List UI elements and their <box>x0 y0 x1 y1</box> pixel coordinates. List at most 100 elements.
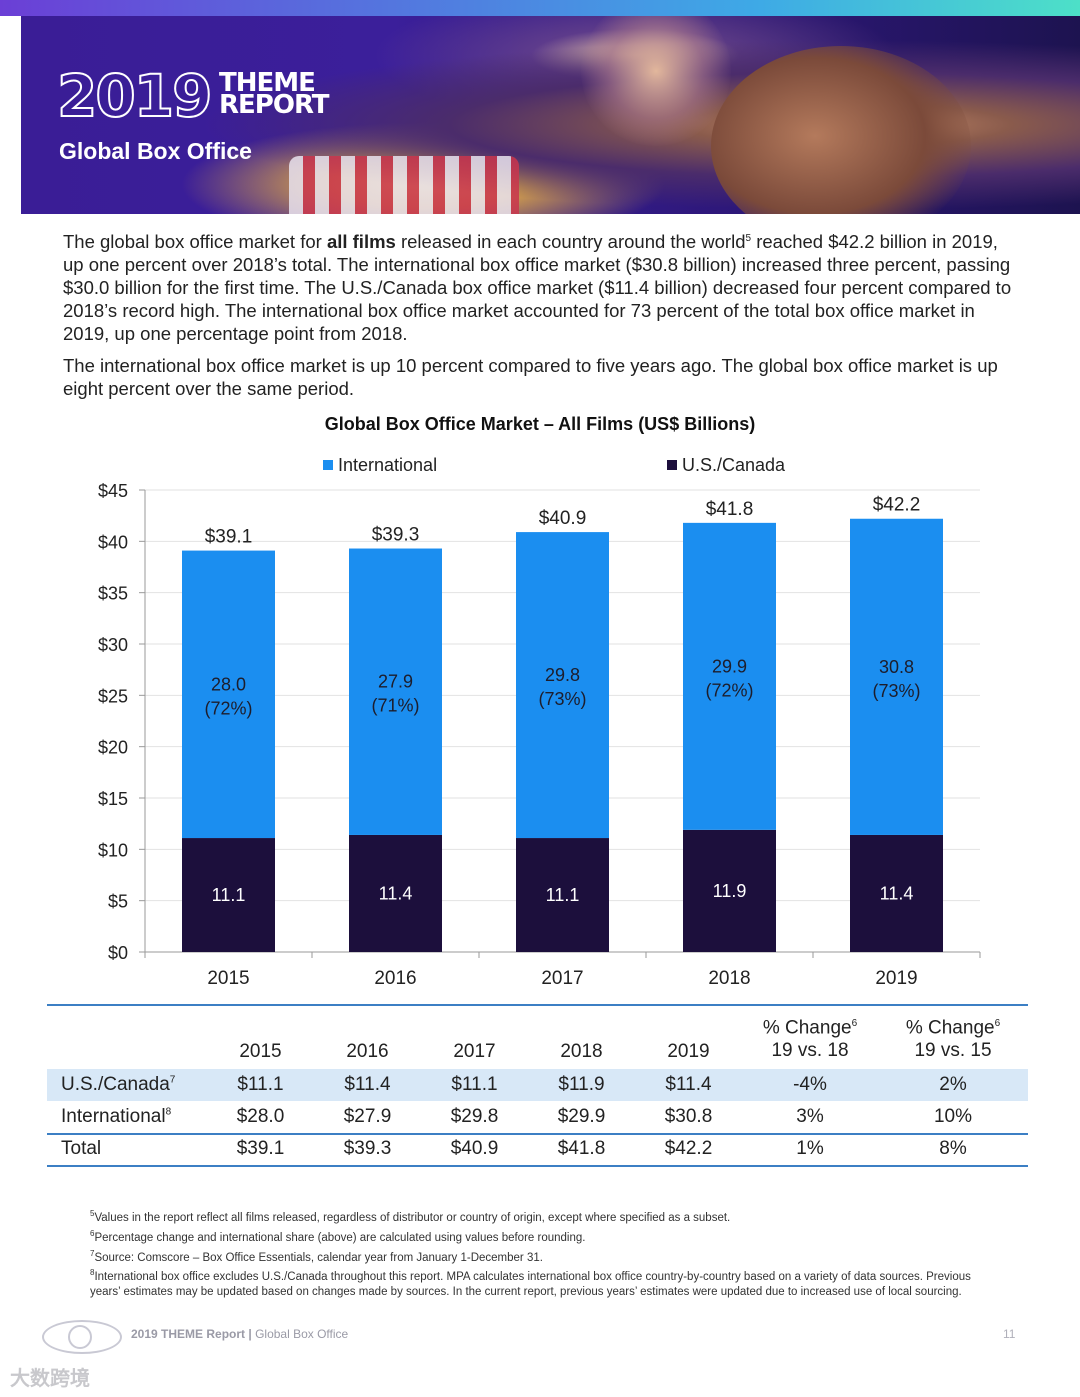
table-header-row: 2015 2016 2017 2018 2019 % Change6 19 vs… <box>47 1004 1028 1069</box>
table-rule-bottom <box>47 1165 1028 1167</box>
table-header-year: 2017 <box>453 1041 496 1062</box>
hero-photo-popcorn <box>289 156 519 214</box>
table-cell: $11.9 <box>558 1074 605 1095</box>
table-cell: $29.9 <box>557 1106 606 1127</box>
table-header-year: 2018 <box>560 1041 603 1062</box>
data-label-international-share: (73%) <box>538 689 586 709</box>
table-cell: $11.4 <box>665 1074 712 1095</box>
y-tick-label: $10 <box>98 840 128 860</box>
bar-us-canada <box>349 834 442 952</box>
legend-swatch-international <box>323 460 333 470</box>
data-label-international-share: (72%) <box>204 698 252 718</box>
intro-text-a: The global box office market for <box>63 231 327 253</box>
y-tick-label: $0 <box>108 943 128 963</box>
footer-report-name: 2019 THEME Report | Global Box Office <box>131 1327 349 1341</box>
box-office-table: 2015 2016 2017 2018 2019 % Change6 19 vs… <box>47 1004 1028 1165</box>
change-header-label: % Change <box>905 1017 995 1039</box>
y-tick-label: $45 <box>98 481 128 501</box>
data-label-total: $39.3 <box>372 525 420 546</box>
bar-us-canada <box>516 838 609 952</box>
intro-text-c: reached $42.2 billion in 2019, up one pe… <box>63 231 1012 345</box>
page-title: Global Box Office <box>59 138 252 164</box>
data-label-international: 30.8 <box>879 657 914 677</box>
table-cell: $11.4 <box>344 1074 391 1095</box>
data-label-us-canada: 11.4 <box>880 883 914 903</box>
table-cell: $11.1 <box>451 1074 498 1095</box>
top-accent-bar <box>0 0 1080 16</box>
y-tick-label: $40 <box>98 532 128 552</box>
table-cell: 8% <box>939 1138 967 1159</box>
change-header-period: 19 vs. 18 <box>771 1040 849 1062</box>
row-label: U.S./Canada7 <box>61 1074 176 1095</box>
data-label-international-share: (71%) <box>371 696 419 716</box>
footnotes: 5Values in the report reflect all films … <box>90 1206 990 1300</box>
table-header-change-5y: % Change6 19 vs. 15 <box>878 1004 1028 1069</box>
intro-text-b: released in each country around the worl… <box>395 231 746 253</box>
table-header-year: 2015 <box>239 1041 282 1062</box>
intro-paragraph-2: The international box office market is u… <box>63 355 998 399</box>
bar-us-canada <box>850 834 943 952</box>
watermark: 大数跨境 <box>10 1368 90 1390</box>
y-tick-label: $20 <box>98 738 128 758</box>
bar-international <box>516 532 609 839</box>
data-label-total: $40.9 <box>539 508 587 529</box>
table-row: International8 $28.0 $27.9 $29.8 $29.9 $… <box>47 1101 1028 1133</box>
data-label-us-canada: 11.4 <box>379 883 413 903</box>
table-cell: $39.3 <box>343 1138 392 1159</box>
data-label-international: 28.0 <box>211 674 246 694</box>
bar-international <box>683 522 776 830</box>
y-tick-label: $25 <box>98 686 128 706</box>
table-cell: $39.1 <box>236 1138 285 1159</box>
chart-title: Global Box Office Market – All Films (US… <box>324 414 756 434</box>
report-theme-logo: THEME REPORT <box>219 68 330 120</box>
data-label-international-share: (73%) <box>872 681 920 701</box>
x-tick-label: 2016 <box>374 968 416 989</box>
table-cell: 3% <box>796 1106 824 1127</box>
y-tick-label: $15 <box>98 789 128 809</box>
footnote: 8International box office excludes U.S./… <box>90 1268 971 1299</box>
x-tick-label: 2018 <box>708 968 750 989</box>
intro-paragraph-1: The global box office market for all fil… <box>63 227 1023 345</box>
table-cell: 2% <box>939 1074 967 1095</box>
row-label: International8 <box>61 1106 172 1127</box>
theme-line: THEME <box>219 68 316 98</box>
intro-footnote-ref: 5 <box>745 233 752 244</box>
table-cell: $29.8 <box>450 1106 499 1127</box>
data-label-total: $41.8 <box>706 499 754 520</box>
table-header-change-1y: % Change6 19 vs. 18 <box>742 1004 878 1069</box>
legend-label-international: International <box>338 455 437 475</box>
page-number: 11 <box>1003 1327 1016 1341</box>
table-cell: 10% <box>933 1106 973 1127</box>
legend-swatch-us-canada <box>667 460 677 470</box>
y-tick-label: $5 <box>108 892 128 912</box>
change-header-label: % Change <box>762 1017 852 1039</box>
data-label-international: 29.9 <box>712 656 747 676</box>
report-line: REPORT <box>219 90 330 120</box>
hero-photo-face <box>711 46 971 214</box>
data-label-us-canada: 11.1 <box>212 885 246 905</box>
table-header-year: 2019 <box>667 1041 710 1062</box>
change-header-sup: 6 <box>851 1018 858 1029</box>
mpa-logo-icon <box>42 1320 122 1354</box>
bar-international <box>850 518 943 835</box>
change-header-sup: 6 <box>994 1018 1001 1029</box>
x-tick-label: 2017 <box>541 968 583 989</box>
legend-label-us-canada: U.S./Canada <box>682 455 786 475</box>
data-label-us-canada: 11.9 <box>713 881 747 901</box>
data-label-international-share: (72%) <box>705 680 753 700</box>
table-cell: 1% <box>796 1138 824 1159</box>
y-tick-label: $30 <box>98 635 128 655</box>
footnote: 7Source: Comscore – Box Office Essential… <box>90 1248 543 1264</box>
data-label-total: $39.1 <box>205 527 253 548</box>
data-label-total: $42.2 <box>873 495 921 516</box>
hero-banner: 2019 THEME REPORT Global Box Office <box>21 16 1080 214</box>
table-rule-total <box>47 1133 1028 1135</box>
table-cell: $41.8 <box>557 1138 606 1159</box>
change-header-period: 19 vs. 15 <box>914 1040 992 1062</box>
table-rule-top <box>47 1004 1028 1006</box>
table-cell: $40.9 <box>450 1138 499 1159</box>
table-cell: $28.0 <box>236 1106 285 1127</box>
data-label-us-canada: 11.1 <box>546 885 580 905</box>
table-row-total: Total $39.1 $39.3 $40.9 $41.8 $42.2 1% 8… <box>47 1133 1028 1165</box>
report-year-logo: 2019 <box>56 62 213 130</box>
